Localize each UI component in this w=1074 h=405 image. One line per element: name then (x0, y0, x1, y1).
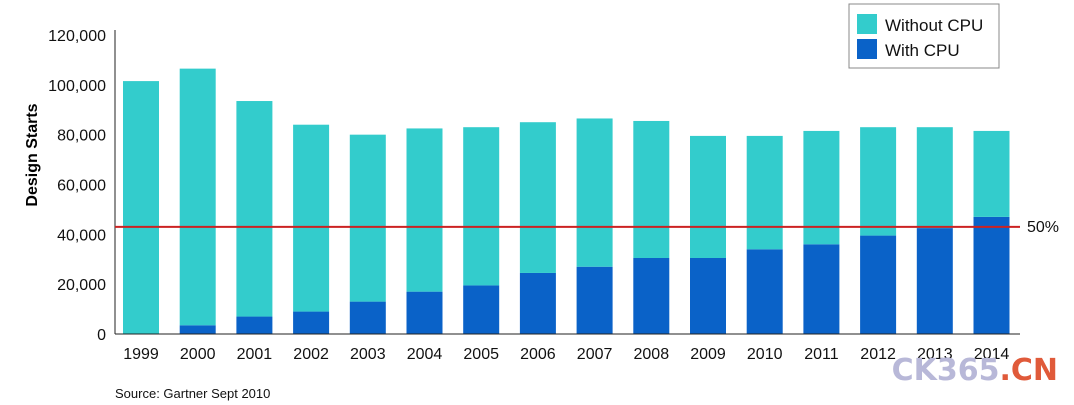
y-tick-label: 20,000 (57, 277, 106, 294)
x-tick-label: 2003 (350, 346, 386, 363)
bar-with-cpu-2008 (633, 258, 670, 334)
legend-label-with-cpu: With CPU (885, 41, 960, 60)
bar-without-cpu-2011 (803, 130, 840, 245)
x-tick-label: 2012 (860, 346, 896, 363)
x-tick-label: 2014 (974, 346, 1010, 363)
y-tick-label: 0 (97, 327, 106, 344)
bar-with-cpu-2009 (690, 258, 726, 334)
x-tick-label: 2001 (237, 346, 273, 363)
watermark-logo: CK365.CN (892, 353, 1058, 388)
bar-with-cpu-2004 (406, 291, 443, 334)
bar-with-cpu-2012 (860, 235, 897, 334)
x-tick-label: 2008 (634, 346, 670, 363)
legend: Without CPU With CPU (848, 3, 1000, 69)
bar-with-cpu-2014 (973, 216, 1010, 334)
x-tick-label: 2000 (180, 346, 216, 363)
y-tick-label: 120,000 (48, 28, 106, 45)
bar-without-cpu-2010 (746, 135, 783, 250)
bar-without-cpu-2009 (690, 135, 726, 259)
bar-without-cpu-2014 (973, 130, 1010, 217)
bar-with-cpu-2011 (803, 244, 840, 334)
x-tick-label: 2004 (407, 346, 443, 363)
bar-without-cpu-1999 (123, 81, 159, 335)
bar-with-cpu-2002 (293, 311, 330, 334)
x-tick-label: 2010 (747, 346, 783, 363)
bar-without-cpu-2006 (519, 122, 556, 273)
bar-with-cpu-2007 (576, 266, 613, 334)
x-tick-label: 2013 (917, 346, 953, 363)
x-tick-label: 2005 (463, 346, 499, 363)
legend-label-without-cpu: Without CPU (885, 16, 983, 35)
bar-with-cpu-2006 (519, 272, 556, 334)
bar-without-cpu-2000 (179, 68, 216, 326)
bar-without-cpu-2007 (576, 118, 613, 267)
x-tick-label: 2007 (577, 346, 613, 363)
source-note: Source: Gartner Sept 2010 (115, 386, 270, 401)
bar-without-cpu-2013 (916, 127, 953, 229)
y-tick-labels: 0 20,000 40,000 60,000 80,000 100,000 120,000 (48, 28, 106, 344)
bar-without-cpu-2004 (406, 128, 443, 292)
bar-without-cpu-2012 (860, 127, 897, 236)
bars (123, 68, 1010, 335)
bar-with-cpu-2003 (349, 301, 386, 334)
bar-with-cpu-2010 (746, 249, 783, 334)
y-tick-label: 80,000 (57, 128, 106, 145)
bar-without-cpu-2001 (236, 101, 273, 317)
bar-without-cpu-2002 (293, 124, 330, 312)
x-tick-labels: 1999 2000 2001 2002 2003 2004 2005 2006 2007 2008… (123, 346, 1009, 363)
x-tick-label: 1999 (123, 346, 159, 363)
bar-with-cpu-2013 (916, 228, 953, 334)
legend-swatch-without-cpu (857, 14, 877, 34)
y-tick-label: 60,000 (57, 178, 106, 195)
x-tick-label: 2011 (804, 346, 839, 363)
legend-swatch-with-cpu (857, 39, 877, 59)
x-tick-label: 2002 (293, 346, 329, 363)
bar-without-cpu-2005 (463, 127, 500, 286)
reference-line-label: 50% (1027, 219, 1059, 236)
y-tick-label: 100,000 (48, 78, 106, 95)
bar-with-cpu-2005 (463, 285, 500, 334)
x-tick-label: 2009 (690, 346, 726, 363)
y-axis-label: Design Starts (24, 103, 41, 206)
y-tick-label: 40,000 (57, 227, 106, 244)
bar-with-cpu-2001 (236, 316, 273, 334)
bar-without-cpu-2003 (349, 134, 386, 302)
bar-with-cpu-2000 (179, 325, 216, 334)
x-tick-label: 2006 (520, 346, 556, 363)
bar-without-cpu-2008 (633, 120, 670, 259)
